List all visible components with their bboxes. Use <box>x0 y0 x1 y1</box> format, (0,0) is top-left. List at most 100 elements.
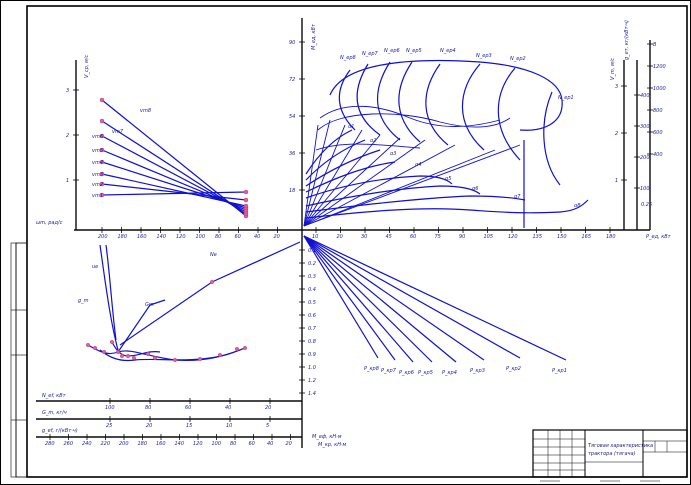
x-tick-label-right: 75 <box>435 234 441 240</box>
speed-fan-line <box>101 173 247 207</box>
scale-gm-tick: 15 <box>186 423 192 429</box>
right-scale-2-tick: 200 <box>640 155 650 161</box>
scale-ge-tick: 80 <box>230 441 236 447</box>
ne-curve-8 <box>338 69 356 131</box>
y-tick-label-top: 36 <box>289 151 295 157</box>
engine-curve-point <box>209 280 214 285</box>
x-tick-label-right: 30 <box>361 234 367 240</box>
bottom-right-y-tick: 0.9 <box>308 352 316 358</box>
scale-gm-tick: 5 <box>266 423 269 429</box>
pkr-ray <box>303 235 521 359</box>
scale-ge-tick: 240 <box>82 441 92 447</box>
left-x-tick: 180 <box>118 234 128 240</box>
speed-line-label: vm2 <box>92 182 103 188</box>
fan-start-point <box>99 192 105 198</box>
pkr-rays: P_кр8 P_кр7 P_кр6 P_кр5 P_кр4 P_кр3 P_кр2 P_кр1… <box>303 235 567 448</box>
right-scale-3-tick: 1000 <box>653 86 666 92</box>
left-y-axis-label: V_ср, м/с <box>84 55 90 78</box>
inner-loop-a <box>317 113 511 131</box>
right-scale-1-tick: 3 <box>615 84 618 90</box>
right-scale-2-tick: 400 <box>640 93 650 99</box>
x-tick-label-right: 90 <box>459 234 465 240</box>
title-block: Тяговая характеристика трактора (тягача) <box>532 429 688 482</box>
scale-ge-tick: 140 <box>175 441 185 447</box>
left-x-tick: 140 <box>157 234 167 240</box>
curve-gm <box>117 299 166 353</box>
inner-border <box>26 5 688 478</box>
fan-start-point <box>99 171 105 177</box>
scale-ge-tick: 280 <box>45 441 55 447</box>
scale-ge-tick: 60 <box>249 441 255 447</box>
ne-curve-1 <box>543 91 561 186</box>
right-scale-3-tick: B <box>653 42 657 48</box>
inner-loop-b <box>319 105 501 127</box>
pkr-ray <box>303 235 414 363</box>
ne-curve-2 <box>497 67 521 161</box>
alpha-curves <box>305 129 589 228</box>
alpha-curve-1 <box>305 199 589 219</box>
speed-line-label: vm6 <box>92 134 103 140</box>
ne-curve-label: N_ep5 <box>406 48 422 54</box>
speed-line-label: vm1 <box>92 193 103 199</box>
curve-ue <box>99 244 119 351</box>
radiating-curves-upper <box>303 119 521 227</box>
scale-ne-tick: 100 <box>105 405 115 411</box>
ne-curve-label: N_ep6 <box>384 48 400 54</box>
speed-fan-line <box>101 183 247 201</box>
scale-ge-tick: 160 <box>156 441 166 447</box>
bottom-right-y-tick: 0.5 <box>308 300 316 306</box>
pkr-ray <box>303 235 433 363</box>
alpha-curve-label: α4 <box>415 162 421 168</box>
fan-start-point <box>99 147 105 153</box>
y-tick-label-top: 90 <box>289 40 295 46</box>
speed-line-label: vm3 <box>92 172 103 178</box>
left-x-tick: 60 <box>235 234 241 240</box>
ne-curve-label: N_ep7 <box>362 51 378 57</box>
title-line-1: Тяговая характеристика <box>588 443 653 449</box>
engine-curve-point <box>172 358 177 363</box>
engine-curves <box>87 241 301 362</box>
x-tick-label-right: 180 <box>606 234 616 240</box>
left-x-tick: 120 <box>176 234 186 240</box>
scale-ne-tick: 20 <box>265 405 271 411</box>
ne-curve-7 <box>356 63 381 136</box>
scale-ne-tick: 40 <box>225 405 231 411</box>
engine-curve-point <box>119 354 124 359</box>
ne-curves <box>315 59 563 186</box>
ne-curve-4 <box>425 63 449 146</box>
engine-curve-label: g_m <box>78 298 89 304</box>
scale-gm-tick: 25 <box>106 423 112 429</box>
fan-end-point <box>243 189 249 195</box>
top-right-labels: 10 20 30 45 60 75 90 105 120 135 150 165 180 P_ед, кВ… <box>36 20 672 240</box>
bottom-right-y-tick: 0.2 <box>308 261 316 267</box>
engine-curve-point <box>125 354 130 359</box>
x-tick-label-right: 105 <box>484 234 494 240</box>
right-scale-3-tick: 800 <box>653 108 663 114</box>
engine-curve-point <box>115 350 120 355</box>
alpha-curve-5 <box>305 161 396 193</box>
ne-curve-label: N_ep8 <box>340 55 356 61</box>
curve-ue-2 <box>105 244 117 341</box>
left-margin-stamp <box>10 242 28 478</box>
pkr-ray-label: P_кр2 <box>506 366 521 372</box>
x-tick-label-right: 10 <box>312 234 318 240</box>
ne-curve-label: N_ep1 <box>558 95 574 101</box>
y-axis-label-top: M_ед, кВт <box>311 23 317 50</box>
right-scale-2-tick: 300 <box>640 124 650 130</box>
speed-line-label: vm5 <box>92 148 103 154</box>
bottom-right-y-tick: 0.6 <box>308 313 316 319</box>
left-x-axis-label: ωm, рад/с <box>36 220 63 226</box>
pkr-ray <box>303 235 567 361</box>
fan-start-point <box>99 97 105 103</box>
pkr-ray-label: P_кр7 <box>381 368 397 374</box>
alpha-curve-label: α6 <box>472 186 478 192</box>
alpha-curve-label: α2 <box>370 138 376 144</box>
alpha-curve-8 <box>305 129 353 175</box>
fan-start-point <box>99 159 105 165</box>
pkr-ray <box>303 235 379 359</box>
alpha-curve-label: α3 <box>390 151 396 157</box>
bottom-right-y-tick: 1.2 <box>308 378 316 384</box>
engine-curve-label: Gm <box>145 302 154 308</box>
ne-curve-label: N_ep3 <box>476 53 492 59</box>
